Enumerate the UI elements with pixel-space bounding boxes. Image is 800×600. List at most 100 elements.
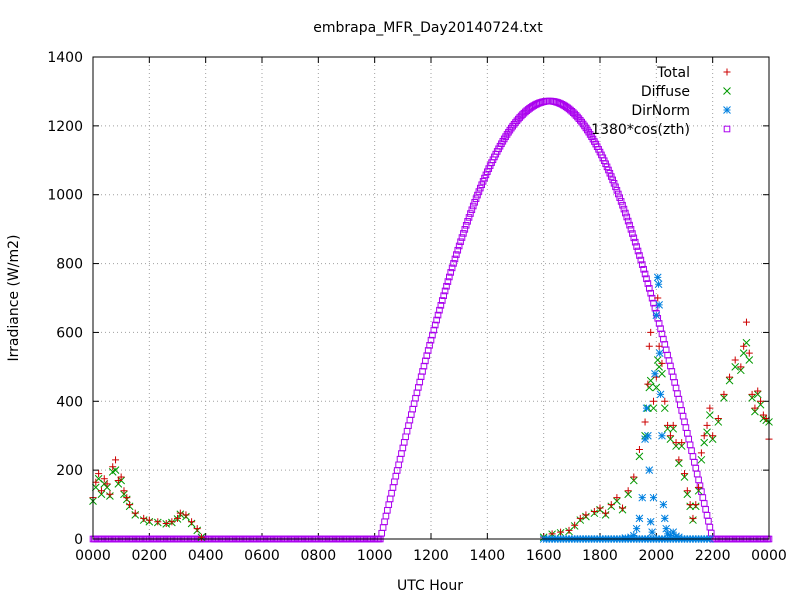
data-point [619, 504, 627, 512]
x-tick-label: 1600 [526, 548, 562, 564]
data-point [703, 421, 711, 429]
data-point [436, 306, 443, 314]
data-point [565, 526, 573, 534]
data-point [571, 521, 579, 529]
data-point [697, 449, 705, 457]
data-point [446, 273, 453, 281]
data-point [678, 439, 686, 447]
data-point [398, 450, 405, 457]
data-point [660, 514, 669, 523]
data-point [646, 517, 655, 526]
data-point [691, 459, 698, 466]
data-point [557, 528, 565, 536]
data-point [415, 384, 422, 391]
data-point [707, 529, 715, 537]
data-point [617, 198, 625, 205]
data-point [613, 494, 621, 502]
data-point [395, 461, 402, 469]
x-tick-label: 0000 [75, 548, 111, 564]
data-point [637, 256, 645, 264]
data-point [650, 299, 657, 307]
data-point [95, 470, 103, 478]
data-point [660, 404, 669, 413]
data-point [406, 416, 414, 424]
data-point [692, 501, 700, 509]
data-point [655, 301, 664, 309]
data-point [392, 472, 400, 480]
data-point [117, 473, 125, 481]
data-point [410, 400, 418, 407]
data-point [616, 194, 624, 201]
y-axis: 0 200 400 600 800 1000 1200 1400 [47, 50, 769, 548]
data-point [624, 487, 632, 495]
data-point [656, 390, 665, 399]
y-tick-label: 1000 [47, 188, 83, 204]
data-point [444, 278, 452, 285]
x-tick-label: 1000 [357, 548, 393, 564]
data-point [613, 187, 621, 194]
y-tick-label: 600 [56, 325, 83, 341]
data-point [739, 349, 748, 357]
y-tick-label: 800 [56, 257, 83, 273]
data-point [633, 243, 640, 250]
data-point [386, 495, 394, 503]
data-point [635, 452, 644, 461]
data-point [389, 484, 397, 491]
data-point [624, 217, 632, 225]
legend-label: Diffuse [641, 84, 690, 100]
x-tick-label: 0000 [751, 548, 787, 564]
data-point [622, 209, 629, 217]
data-point [602, 509, 610, 517]
series-0 [89, 294, 773, 541]
data-point [409, 405, 416, 413]
data-point [658, 431, 666, 440]
x-tick-label: 1800 [582, 548, 618, 564]
data-point [378, 529, 386, 537]
data-point [757, 397, 765, 405]
data-point [437, 302, 445, 309]
data-point [440, 292, 447, 299]
data-point [634, 247, 642, 255]
data-point [651, 369, 659, 378]
data-point [430, 326, 438, 334]
data-point [635, 514, 644, 523]
data-point [407, 411, 415, 418]
data-point [693, 470, 701, 478]
legend-label: DirNorm [631, 103, 690, 119]
data-point [623, 213, 631, 221]
data-point [686, 441, 694, 449]
data-point [126, 501, 134, 509]
data-point [399, 444, 407, 452]
data-point [476, 184, 484, 192]
data-point [742, 318, 750, 326]
y-tick-label: 1400 [47, 50, 83, 66]
data-point [643, 275, 650, 283]
data-point [674, 390, 681, 397]
data-point [467, 210, 474, 217]
data-point [662, 524, 671, 533]
data-point [697, 455, 706, 464]
data-point [403, 427, 411, 435]
data-point [416, 378, 424, 386]
data-point [706, 404, 714, 412]
data-point [661, 397, 669, 405]
x-tick-label: 0800 [301, 548, 337, 564]
data-point [472, 195, 480, 202]
data-point [433, 316, 440, 324]
data-point [705, 411, 714, 419]
data-point [645, 342, 653, 350]
data-point [642, 404, 651, 413]
data-point [465, 214, 473, 221]
data-point [630, 234, 638, 242]
x-tick-label: 1200 [413, 548, 449, 564]
data-point [689, 514, 697, 522]
data-point [391, 478, 398, 486]
data-point [700, 500, 708, 507]
data-point [382, 512, 390, 520]
data-point [649, 493, 658, 502]
data-point [644, 280, 652, 287]
legend-marker [723, 125, 731, 133]
data-point [688, 447, 695, 454]
data-point [658, 369, 666, 378]
